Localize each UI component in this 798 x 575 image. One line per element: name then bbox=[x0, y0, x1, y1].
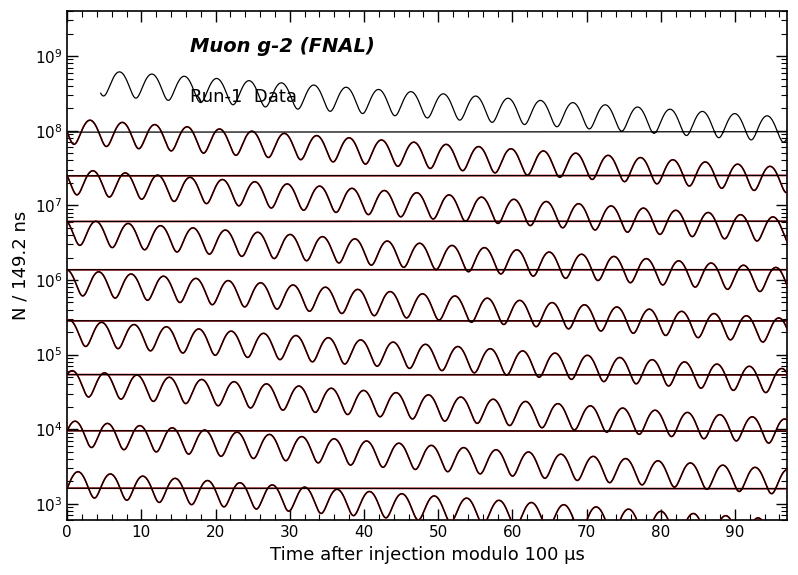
Y-axis label: N / 149.2 ns: N / 149.2 ns bbox=[11, 211, 29, 320]
X-axis label: Time after injection modulo 100 μs: Time after injection modulo 100 μs bbox=[270, 546, 584, 564]
Text: Muon g-2 (FNAL): Muon g-2 (FNAL) bbox=[190, 37, 374, 56]
Text: Run-1  Data: Run-1 Data bbox=[190, 87, 297, 106]
